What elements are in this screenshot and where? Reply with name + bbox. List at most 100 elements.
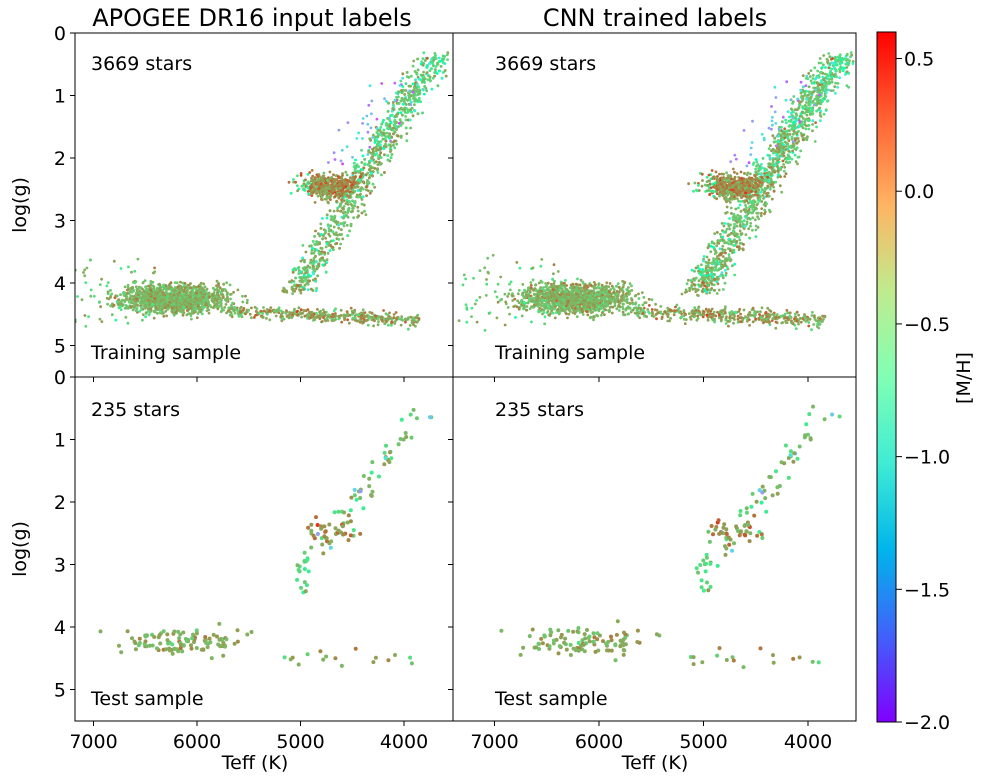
- data-point: [392, 128, 395, 132]
- data-point: [770, 180, 773, 184]
- data-point: [734, 207, 738, 211]
- data-point: [409, 100, 413, 104]
- data-point: [292, 178, 295, 181]
- data-point: [416, 57, 419, 61]
- data-point: [394, 311, 398, 314]
- data-point: [384, 139, 388, 143]
- data-point: [783, 136, 787, 140]
- data-point: [317, 249, 321, 253]
- data-point: [768, 210, 772, 214]
- data-point: [228, 313, 232, 317]
- data-point: [430, 87, 434, 91]
- data-point: [751, 228, 754, 232]
- data-point: [343, 181, 347, 184]
- data-point: [312, 251, 316, 255]
- data-point: [348, 229, 351, 233]
- data-point: [435, 72, 439, 75]
- data-point: [748, 236, 751, 240]
- data-point: [144, 315, 148, 319]
- data-point: [704, 264, 708, 268]
- data-point: [138, 301, 142, 305]
- data-point: [723, 281, 727, 285]
- data-point: [322, 171, 326, 175]
- data-point: [807, 72, 811, 75]
- data-point: [328, 234, 332, 238]
- data-point: [339, 159, 343, 163]
- data-point: [259, 309, 263, 313]
- data-point: [209, 304, 212, 308]
- data-point: [805, 97, 809, 101]
- data-point: [162, 311, 165, 315]
- data-point: [419, 73, 423, 77]
- data-point: [735, 235, 739, 239]
- data-point: [375, 117, 379, 121]
- data-point: [693, 279, 696, 282]
- data-point: [340, 184, 344, 188]
- data-point: [385, 131, 389, 135]
- data-point: [418, 77, 421, 81]
- data-point: [806, 93, 810, 97]
- data-point: [239, 314, 243, 318]
- data-point: [705, 290, 708, 294]
- data-point: [329, 194, 333, 198]
- data-point: [175, 296, 178, 299]
- data-point: [322, 312, 325, 316]
- data-point: [428, 62, 431, 65]
- data-point: [727, 258, 731, 262]
- data-point: [341, 237, 345, 241]
- data-point: [364, 188, 368, 192]
- data-point: [422, 51, 426, 55]
- data-point: [141, 313, 145, 316]
- data-point: [114, 318, 118, 322]
- data-point: [826, 99, 829, 103]
- data-point: [785, 157, 789, 161]
- data-point: [332, 232, 336, 236]
- data-point: [229, 311, 233, 314]
- data-point: [793, 131, 796, 135]
- data-point: [710, 262, 714, 266]
- data-point: [381, 131, 385, 135]
- data-point: [162, 298, 166, 301]
- data-point: [425, 64, 429, 68]
- data-point: [230, 315, 234, 319]
- data-point: [416, 112, 420, 116]
- data-point: [356, 209, 360, 213]
- data-point: [112, 259, 116, 263]
- data-point: [178, 309, 182, 313]
- data-point: [355, 137, 359, 140]
- data-point: [431, 60, 434, 64]
- data-point: [277, 311, 281, 315]
- data-point: [845, 66, 849, 69]
- data-point: [310, 176, 313, 180]
- data-point: [362, 203, 366, 207]
- data-point: [721, 255, 725, 258]
- data-point: [131, 308, 135, 312]
- data-point: [786, 110, 790, 113]
- data-point: [136, 304, 140, 307]
- data-point: [380, 122, 384, 126]
- title-right: CNN trained labels: [543, 4, 767, 32]
- data-point: [834, 68, 838, 72]
- data-point: [373, 319, 376, 323]
- data-point: [416, 313, 420, 317]
- data-point: [420, 60, 424, 64]
- data-point: [342, 205, 346, 208]
- data-point: [197, 310, 201, 313]
- data-point: [778, 142, 782, 146]
- data-point: [721, 274, 725, 277]
- points-top-right: [457, 51, 855, 332]
- data-point: [801, 97, 805, 101]
- data-point: [232, 290, 236, 294]
- data-point: [153, 270, 157, 274]
- data-point: [310, 251, 314, 255]
- data-point: [824, 66, 827, 69]
- data-point: [191, 299, 195, 303]
- data-point: [376, 132, 380, 136]
- data-point: [817, 102, 821, 105]
- data-point: [383, 322, 387, 326]
- data-point: [412, 88, 416, 92]
- data-point: [731, 216, 735, 219]
- data-point: [291, 292, 294, 295]
- data-point: [721, 244, 725, 248]
- data-point: [212, 294, 216, 298]
